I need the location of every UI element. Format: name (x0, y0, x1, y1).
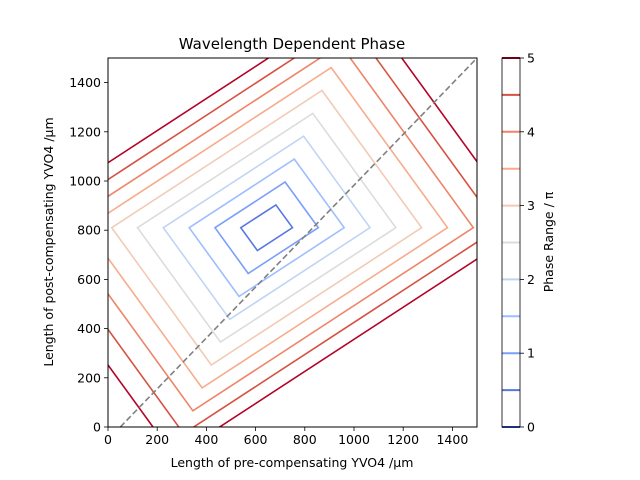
contour-level-5 (108, 58, 477, 427)
x-axis: 0 200 400 600 800 1000 1200 1400 (104, 427, 468, 447)
x-tick-label: 1400 (436, 432, 468, 447)
chart-title: Wavelength Dependent Phase (179, 35, 405, 53)
contour-level-1 (213, 180, 320, 275)
contour-level-3 (110, 89, 423, 367)
x-tick-label: 800 (293, 432, 317, 447)
contour-level-4 (108, 58, 475, 412)
diagonal-line (119, 58, 477, 427)
y-tick-label: 1000 (69, 174, 101, 189)
plot-frame (107, 57, 478, 428)
x-tick-label: 1200 (387, 432, 419, 447)
colorbar-tick-label: 3 (527, 198, 535, 213)
contour-level-0.5 (239, 203, 294, 252)
y-tick-label: 800 (77, 223, 101, 238)
x-tick-label: 0 (104, 432, 112, 447)
contour-level-1.5 (188, 158, 346, 298)
x-axis-label: Length of pre-compensating YVO4 /µm (171, 455, 414, 470)
y-axis-label: Length of post-compensating YVO4 /µm (41, 117, 56, 366)
contour-level-2.5 (136, 112, 397, 344)
colorbar-tick-label: 0 (527, 420, 535, 435)
x-tick-label: 600 (244, 432, 268, 447)
x-tick-label: 1000 (338, 432, 370, 447)
contour-level-4.5 (108, 58, 477, 427)
contour-level-2 (162, 135, 372, 321)
y-tick-label: 200 (77, 370, 101, 385)
y-tick-label: 600 (77, 272, 101, 287)
colorbar-tick-label: 5 (527, 51, 535, 66)
colorbar-label: Phase Range / π (541, 191, 556, 292)
colorbar-tick-label: 2 (527, 272, 535, 287)
colorbar-frame (501, 57, 521, 428)
colorbar-tick-label: 1 (527, 346, 535, 361)
contour-lines (108, 58, 477, 427)
colorbar: 0 1 2 3 4 5 (501, 51, 535, 435)
y-axis: 0 200 400 600 800 1000 1200 1400 (69, 75, 108, 435)
contour-level-3.5 (108, 66, 449, 389)
y-tick-label: 1200 (69, 124, 101, 139)
diagonal-dashed-line (119, 58, 477, 427)
colorbar-tick-label: 4 (527, 124, 535, 139)
y-tick-label: 0 (93, 420, 101, 435)
x-tick-label: 400 (194, 432, 218, 447)
x-tick-label: 200 (145, 432, 169, 447)
y-tick-label: 1400 (69, 75, 101, 90)
y-tick-label: 400 (77, 321, 101, 336)
